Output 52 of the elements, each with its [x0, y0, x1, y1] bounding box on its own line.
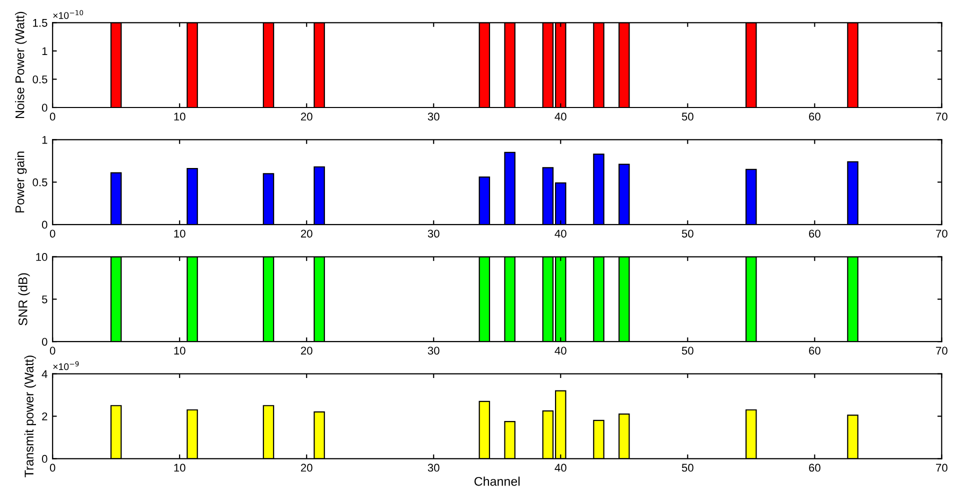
y-tick-label: 5	[42, 296, 48, 304]
x-tick-label: 0	[50, 464, 56, 472]
x-tick-label: 10	[174, 230, 186, 238]
x-tick-label: 10	[174, 112, 186, 121]
y-tick-label: 0	[42, 338, 48, 346]
y-axis-title: Transmit power (Watt)	[24, 356, 36, 478]
y-tick-label: 0	[42, 104, 48, 112]
y-tick-label: 0.5	[32, 75, 48, 84]
y-tick-label: 1	[42, 136, 48, 144]
x-tick-label: 60	[809, 464, 820, 472]
x-tick-label: 30	[428, 112, 440, 121]
x-tick-label: 50	[682, 464, 694, 472]
x-tick-label: 20	[300, 230, 312, 238]
x-tick-label: 70	[936, 230, 948, 238]
x-tick-label: 50	[682, 346, 694, 355]
x-tick-label: 0	[50, 112, 56, 121]
text: ×10$^{−9}$	[53, 361, 79, 370]
y-tick-label: 0	[42, 220, 48, 229]
x-tick-label: 50	[682, 112, 694, 121]
y-axis-title: Noise Power (Watt)	[15, 12, 27, 118]
x-axis-title: Channel	[474, 476, 520, 486]
x-tick-label: 40	[554, 112, 566, 121]
x-tick-label: 0	[50, 346, 56, 355]
x-tick-label: 20	[300, 112, 312, 121]
x-tick-label: 50	[682, 230, 694, 238]
y-tick-label: 1	[42, 47, 48, 55]
x-tick-label: 70	[936, 112, 948, 121]
y-tick-label: 1.5	[33, 19, 48, 27]
x-tick-label: 30	[428, 464, 440, 472]
y-tick-label: 0.5	[32, 178, 48, 186]
text: ×10$^{−10}$	[53, 10, 84, 19]
x-tick-label: 70	[936, 346, 948, 355]
x-tick-label: 10	[174, 346, 186, 355]
x-tick-label: 0	[50, 230, 56, 238]
x-tick-label: 70	[936, 464, 948, 472]
x-tick-label: 10	[174, 464, 186, 472]
y-tick-label: 4	[42, 370, 48, 378]
x-tick-label: 40	[554, 230, 566, 238]
x-tick-label: 30	[428, 346, 440, 355]
x-tick-label: 30	[428, 230, 440, 238]
x-tick-label: 40	[554, 464, 566, 472]
x-tick-label: 60	[809, 346, 820, 355]
x-tick-label: 20	[300, 346, 312, 355]
x-tick-label: 60	[809, 230, 820, 238]
y-tick-label: 0	[42, 454, 48, 463]
x-tick-label: 60	[809, 112, 820, 121]
y-axis-title: Power gain	[15, 152, 27, 212]
x-tick-label: 20	[300, 464, 312, 472]
y-tick-label: 2	[42, 412, 48, 420]
y-axis-title: SNR (dB)	[18, 273, 30, 326]
x-tick-label: 40	[554, 346, 566, 355]
y-tick-label: 10	[36, 253, 48, 261]
